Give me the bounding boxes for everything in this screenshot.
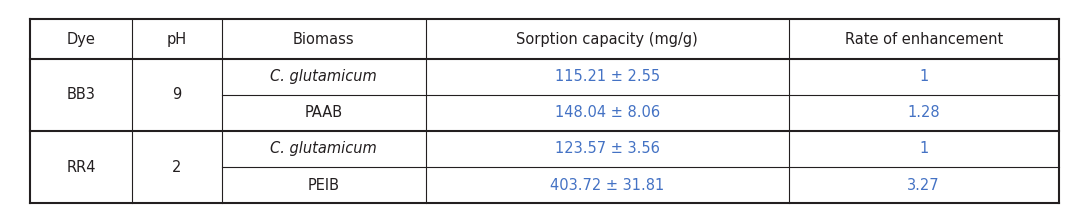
- Text: Rate of enhancement: Rate of enhancement: [845, 32, 1003, 47]
- Text: PEIB: PEIB: [308, 178, 340, 192]
- Text: Dye: Dye: [66, 32, 96, 47]
- Text: 403.72 ± 31.81: 403.72 ± 31.81: [550, 178, 664, 192]
- Bar: [33, 166, 130, 168]
- Bar: [134, 166, 220, 168]
- Text: 3.27: 3.27: [907, 178, 940, 192]
- Text: 9: 9: [172, 87, 182, 102]
- Text: PAAB: PAAB: [305, 105, 343, 121]
- Text: 148.04 ± 8.06: 148.04 ± 8.06: [554, 105, 660, 121]
- Bar: [33, 94, 130, 96]
- Text: Sorption capacity (mg/g): Sorption capacity (mg/g): [516, 32, 698, 47]
- Text: 115.21 ± 2.55: 115.21 ± 2.55: [554, 69, 660, 84]
- Text: BB3: BB3: [66, 87, 96, 102]
- Text: C. glutamicum: C. glutamicum: [270, 69, 377, 84]
- Bar: [134, 94, 220, 96]
- Text: Biomass: Biomass: [293, 32, 355, 47]
- Text: C. glutamicum: C. glutamicum: [270, 141, 377, 157]
- Text: 1.28: 1.28: [907, 105, 940, 121]
- Text: pH: pH: [167, 32, 187, 47]
- Text: 1: 1: [919, 69, 928, 84]
- Bar: [30, 19, 1059, 203]
- Text: 123.57 ± 3.56: 123.57 ± 3.56: [554, 141, 660, 157]
- Text: RR4: RR4: [66, 159, 96, 175]
- Text: 2: 2: [172, 159, 182, 175]
- Text: 1: 1: [919, 141, 928, 157]
